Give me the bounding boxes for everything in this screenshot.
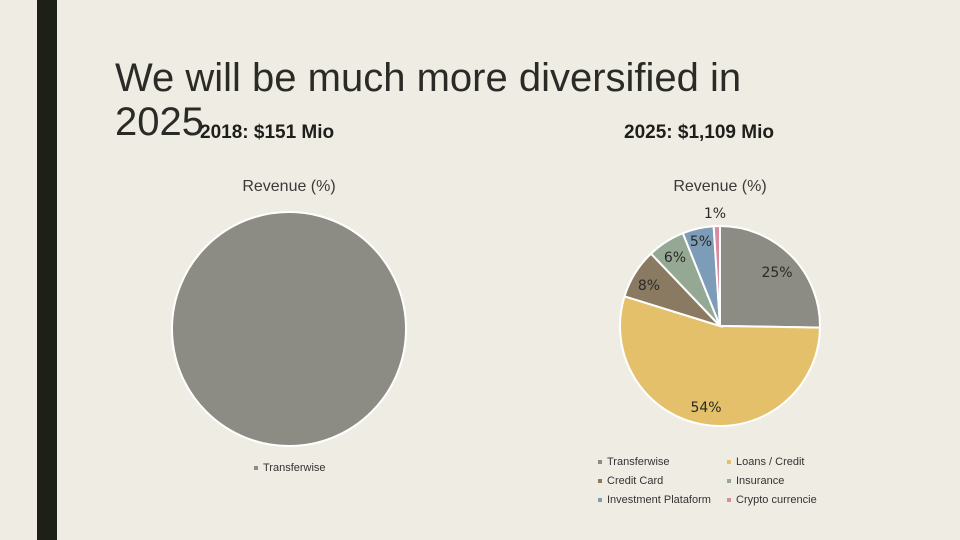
accent-side-bar [37,0,57,540]
pie-slice-2025-crypto-currencie [712,224,721,327]
pie-slice-2018-transferwise [171,211,407,447]
data-label-transferwise: 25% [761,265,792,281]
data-label-insurance: 6% [664,250,686,266]
chart-title-2025: Revenue (%) [673,178,767,195]
legend-item-transferwise: Transferwise [254,462,326,474]
legend-label: Loans / Credit [736,456,805,468]
legend-item-credit-card: Credit Card [598,475,663,487]
chart-subtitle-2018: 2018: $151 Mio [200,122,335,143]
chart-subtitle-2025: 2025: $1,109 Mio [624,122,774,143]
legend-label: Insurance [736,475,785,487]
chart-title-2018: Revenue (%) [242,178,336,195]
legend-swatch [598,460,602,464]
legend-swatch [598,479,602,483]
legend-label: Transferwise [607,456,670,468]
legend-item-loans-credit: Loans / Credit [727,456,804,468]
legend-swatch [727,460,731,464]
data-label-investment-plataform: 5% [690,234,712,250]
pie-slice-2025-transferwise [719,224,821,329]
data-label-crypto-currencie: 1% [704,206,726,222]
legend-item-transferwise: Transferwise [598,456,670,468]
legend-label: Credit Card [607,475,664,487]
slide-title: We will be much more diversified in 2025 [115,56,742,144]
legend-swatch [727,498,731,502]
legend-swatch [727,479,731,483]
legend-label: Transferwise [263,462,326,474]
legend-item-insurance: Insurance [727,475,784,487]
legend-label: Investment Plataform [607,494,711,506]
data-label-loans-credit: 54% [690,400,721,416]
pie-slice-2025-loans-credit [619,295,822,428]
legend-label: Crypto currencie [736,494,817,506]
legend-item-crypto-currencie: Crypto currencie [727,494,817,506]
data-label-credit-card: 8% [638,278,660,294]
legend-swatch [254,466,258,470]
legend-item-investment-plataform: Investment Plataform [598,494,711,506]
legend-swatch [598,498,602,502]
